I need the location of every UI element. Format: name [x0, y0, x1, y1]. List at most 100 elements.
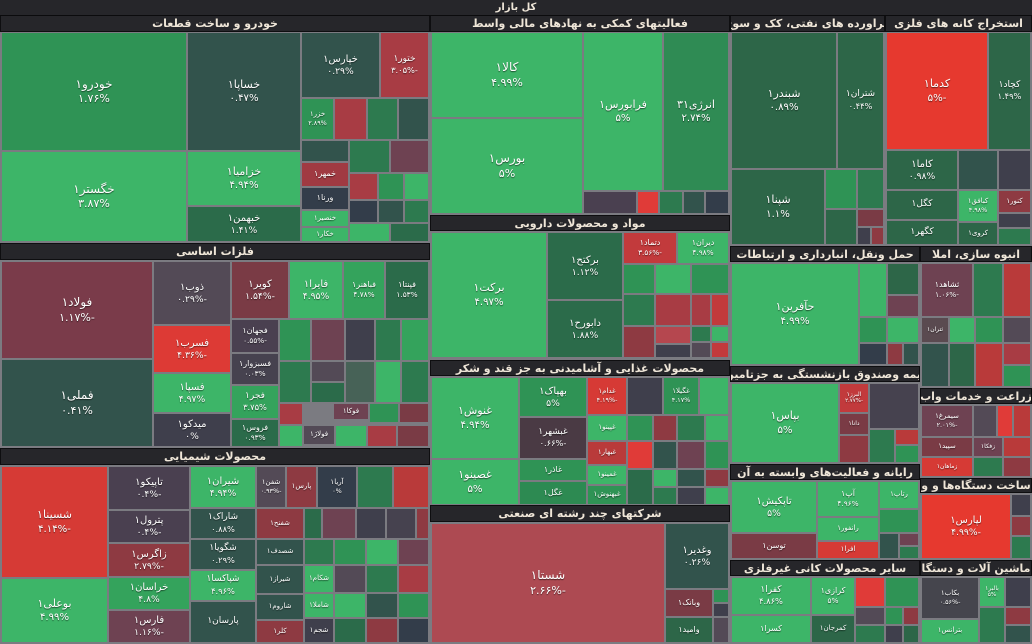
stock-tile[interactable]: کرازی۱ ۵% — [812, 578, 854, 614]
stock-tile[interactable]: شسینا۱ -۴.۱۴% — [2, 467, 107, 577]
stock-tile[interactable]: شصدف۱ — [257, 540, 303, 564]
stock-tile[interactable]: شپنا۱ ۱.۱% — [732, 170, 824, 244]
stock-tile[interactable]: غگیلا۱ ۴.۱۷% — [664, 378, 698, 414]
stock-tile[interactable]: غصینو۱ ۵% — [432, 460, 518, 504]
stock-tile[interactable]: پترول۱ -۰.۴% — [109, 511, 189, 542]
stock-tile[interactable]: شفن۱ -۰.۹۳% — [257, 467, 285, 507]
stock-tile[interactable]: کویر۱ -۱.۵۴% — [232, 262, 288, 318]
stock-tile[interactable]: پارسان۱ — [191, 602, 255, 642]
stock-tile[interactable]: وامید۱ — [666, 618, 712, 642]
stock-tile[interactable]: شتران۱ ۰.۴۴% — [838, 33, 883, 168]
stock-tile[interactable]: غبهنوش۱ — [588, 486, 626, 504]
stock-tile[interactable]: فارس۱ -۱.۱۶% — [109, 611, 189, 642]
stock-tile[interactable]: سیمرغ۱ -۲.۰۱% — [922, 406, 972, 436]
stock-tile[interactable]: غدام۱ -۴.۱۹% — [588, 378, 626, 414]
stock-tile[interactable]: فسبزوار۱ ۰.۰۳% — [232, 354, 278, 384]
stock-tile[interactable]: زماهان۱ — [922, 458, 972, 476]
stock-tile[interactable]: غاذر۱ — [520, 460, 586, 480]
stock-tile[interactable]: بالبر۱ ۵% — [980, 578, 1004, 606]
stock-tile[interactable]: کدما۱ -۵% — [887, 33, 987, 149]
stock-tile[interactable]: غگل۱ — [520, 482, 586, 504]
stock-tile[interactable]: کگل۱ — [887, 191, 957, 219]
stock-tile[interactable]: بپاس۱ ۵% — [732, 384, 838, 462]
stock-tile[interactable]: خزر۱ ۲.۸۹% — [302, 99, 333, 139]
stock-tile[interactable]: شبندر۱ ۰.۸۹% — [732, 33, 836, 168]
stock-tile[interactable]: دانا۱ — [840, 414, 868, 434]
stock-tile[interactable]: کگهر۱ — [887, 221, 957, 244]
stock-tile[interactable]: بترانس۱ — [922, 620, 978, 642]
stock-tile[interactable]: کلر۱ — [257, 621, 303, 642]
stock-tile[interactable]: دتماد۱ -۳.۵۶% — [624, 233, 676, 263]
stock-tile[interactable]: بهپاک۱ ۵% — [520, 378, 586, 416]
stock-tile[interactable]: کالا۱ ۴.۹۹% — [432, 33, 582, 117]
stock-tile[interactable]: زفکا۱ — [974, 438, 1002, 456]
stock-tile[interactable]: فروس۱ ۰.۹۳% — [232, 420, 278, 446]
stock-tile[interactable]: فوکا۱ — [334, 404, 368, 419]
stock-tile[interactable]: دیران۱ ۴.۹۸% — [678, 233, 728, 263]
stock-tile[interactable]: کسرا۱ — [732, 616, 810, 642]
stock-tile[interactable]: خودرو۱ ۱.۷۶% — [2, 33, 186, 150]
stock-tile[interactable]: رتاپ۱ — [880, 482, 918, 508]
stock-tile[interactable]: بکاب۱ -۰.۵۶% — [922, 578, 978, 618]
stock-tile[interactable]: بوعلی۱ ۴.۹۹% — [2, 579, 107, 642]
stock-tile[interactable]: کمرجان۱ — [812, 616, 854, 642]
stock-tile[interactable]: تاپکیش۱ ۵% — [732, 482, 816, 532]
stock-tile[interactable]: فملی۱ ۰.۴۱% — [2, 360, 152, 446]
stock-tile[interactable]: دابورح۱ ۱.۸۸% — [548, 301, 622, 357]
stock-tile[interactable]: خکار۱ — [302, 228, 348, 241]
stock-tile[interactable]: غپینو۱ — [588, 416, 626, 440]
stock-tile[interactable]: انرژی۳۱ ۲.۷۴% — [664, 33, 728, 190]
stock-tile[interactable]: خساپا۱ ۰.۴۷% — [188, 33, 300, 150]
stock-tile[interactable]: غبشهر۱ -۰.۶۶% — [520, 418, 586, 458]
stock-tile[interactable]: شاملا۱ — [305, 594, 333, 617]
stock-tile[interactable]: کفرا۱ ۴.۸۶% — [732, 578, 810, 614]
stock-tile[interactable]: خمهر۱ — [302, 163, 348, 186]
stock-tile[interactable]: فجر۱ ۳.۷۵% — [232, 386, 278, 418]
stock-tile[interactable]: وبانک۱ — [666, 590, 712, 616]
stock-tile[interactable]: خراسان۱ ۴.۸% — [109, 578, 189, 609]
stock-tile[interactable]: ثشاهد۱ -۱.۰۶% — [922, 264, 972, 316]
stock-tile[interactable]: فرابورس۱ ۵% — [584, 33, 662, 190]
stock-tile[interactable]: غمینو۱ — [588, 466, 626, 484]
stock-tile[interactable]: فولاژ۱ — [304, 426, 334, 444]
stock-tile[interactable]: آپ۱ ۴.۹۶% — [818, 482, 878, 516]
stock-tile[interactable]: شستا۱ -۲.۶۶% — [432, 524, 664, 642]
stock-tile[interactable]: برکت۱ ۴.۹۷% — [432, 233, 546, 357]
stock-tile[interactable]: غنوش۱ ۴.۹۴% — [432, 378, 518, 458]
stock-tile[interactable]: شپاکسا۱ ۴.۹۶% — [191, 571, 255, 600]
stock-tile[interactable]: خگستر۱ ۳.۸۷% — [2, 152, 186, 241]
stock-tile[interactable]: فباهنر۱ ۴.۷۸% — [344, 262, 384, 318]
stock-tile[interactable]: فایرا۱ ۴.۹۵% — [290, 262, 342, 318]
stock-tile[interactable]: شکام۱ — [305, 566, 333, 592]
stock-tile[interactable]: شجم۱ — [305, 619, 333, 642]
stock-tile[interactable]: فپنتا۱ ۱.۵۳% — [386, 262, 428, 318]
stock-tile[interactable]: ورنا۱ — [302, 188, 348, 209]
stock-tile[interactable]: لپارس۱ -۴.۹۹% — [922, 495, 1010, 558]
stock-tile[interactable]: فجهان۱ -۰.۵۵% — [232, 320, 278, 352]
stock-tile[interactable]: بورس۱ ۵% — [432, 119, 582, 213]
stock-tile[interactable]: کروی۱ — [959, 223, 997, 244]
stock-tile[interactable]: توسن۱ — [732, 534, 816, 558]
stock-tile[interactable]: افرا۱ — [818, 542, 878, 558]
stock-tile[interactable]: کاما۱ ۰.۹۸% — [887, 151, 957, 189]
stock-tile[interactable]: خبهمن۱ ۱.۴۱% — [188, 207, 300, 241]
stock-tile[interactable]: وغدیر۱ ۰.۲۶% — [666, 524, 728, 588]
stock-tile[interactable]: کبافق۱ ۴.۹۸% — [959, 191, 997, 221]
stock-tile[interactable]: آریا۱ ۰% — [318, 467, 356, 507]
stock-tile[interactable]: ختور۱ -۳.۰۵% — [381, 33, 428, 97]
stock-tile[interactable]: شاروم۱ — [257, 595, 303, 619]
stock-tile[interactable]: کنور۱ — [999, 191, 1030, 212]
stock-tile[interactable]: شیران۱ ۴.۹۴% — [191, 467, 255, 507]
stock-tile[interactable]: شگویا۱ ۰.۲۹% — [191, 540, 255, 569]
stock-tile[interactable]: فولاد۱ -۱.۱۷% — [2, 262, 152, 358]
stock-tile[interactable]: تاپیکو۱ -۰.۴% — [109, 467, 189, 509]
stock-tile[interactable]: خنصیر۱ — [302, 211, 348, 226]
stock-tile[interactable]: پارس۱ — [287, 467, 316, 507]
stock-tile[interactable]: شاراک۱ ۰.۸۸% — [191, 509, 255, 538]
stock-tile[interactable]: کچاد۱ ۱.۴۹% — [989, 33, 1030, 149]
stock-tile[interactable]: البرز۱ -۲.۷۷% — [840, 384, 868, 412]
stock-tile[interactable]: زاگرس۱ -۲.۷۹% — [109, 544, 189, 576]
stock-tile[interactable]: سپید۱ — [922, 438, 972, 456]
stock-tile[interactable]: رانفور۱ — [818, 518, 878, 540]
stock-tile[interactable]: حآفرین۱ ۴.۹۹% — [732, 264, 858, 364]
